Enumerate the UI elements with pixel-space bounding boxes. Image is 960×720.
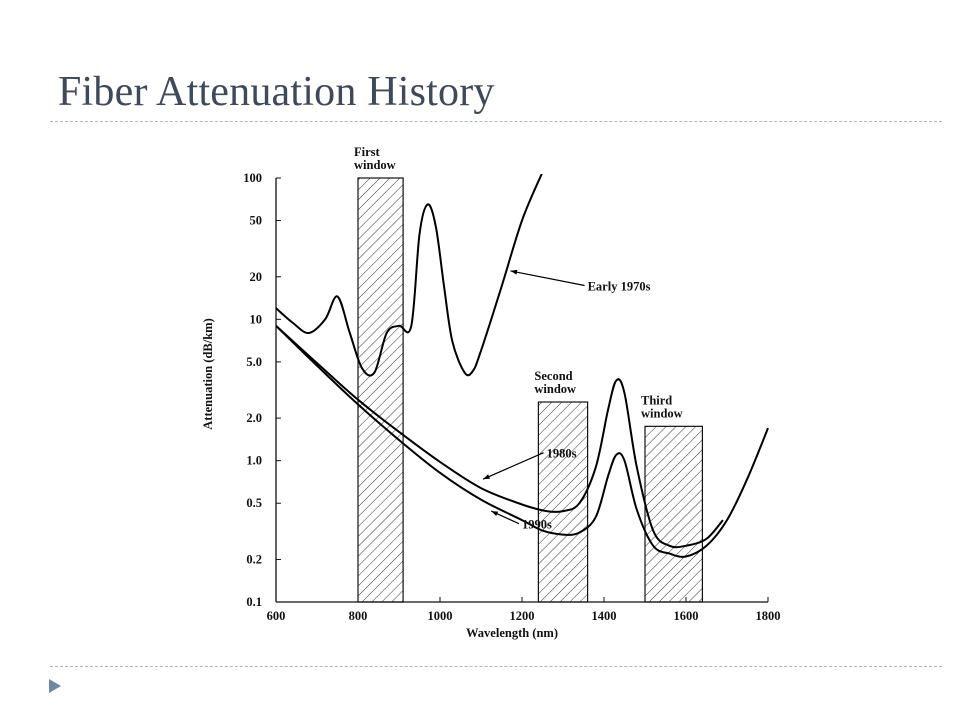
x-tick-label: 1600 (674, 609, 699, 623)
series-label-leader (510, 270, 585, 287)
slide-title: Fiber Attenuation History (58, 69, 495, 115)
series-label: 1980s (547, 447, 577, 461)
series-line-2 (276, 325, 724, 549)
window-label: Second (534, 369, 572, 383)
window-label: window (354, 158, 396, 172)
y-tick-label: 50 (250, 214, 263, 228)
series-label: 1990s (522, 518, 552, 532)
chart-axes: 600 800 1000 1200 1400 1600 1800 100 50 20 10 5.0 2.… (201, 171, 781, 640)
x-axis-title: Wavelength (nm) (466, 626, 558, 640)
window-label: window (641, 406, 683, 420)
x-tick-label: 1000 (428, 609, 453, 623)
y-tick-label: 0.2 (246, 552, 262, 566)
title-divider (50, 121, 942, 122)
transmission-windows (357, 177, 704, 603)
series-line-3 (276, 325, 769, 558)
y-tick-label: 5.0 (246, 355, 262, 369)
x-tick-label: 1800 (756, 609, 781, 623)
y-tick-label: 0.5 (246, 496, 262, 510)
series-label-arrowhead (510, 269, 518, 275)
x-tick-label: 1200 (510, 609, 535, 623)
series-label-leader (482, 452, 544, 480)
window-label: First (354, 145, 381, 159)
x-tick-label: 600 (267, 609, 286, 623)
footer-divider (50, 666, 942, 667)
window-label: window (534, 382, 576, 396)
y-tick-label: 0.1 (246, 595, 262, 609)
triangle-bullet-icon (49, 679, 61, 693)
y-tick-label: 20 (250, 270, 263, 284)
window-band (644, 425, 704, 603)
y-tick-label: 1.0 (246, 454, 262, 468)
window-band (357, 177, 404, 603)
x-tick-label: 800 (349, 609, 368, 623)
chart-annotations: FirstwindowSecondwindowThirdwindowEarly … (354, 145, 683, 532)
attenuation-chart: 600 800 1000 1200 1400 1600 1800 100 50 20 10 5.0 2.… (201, 145, 781, 640)
chart-series (276, 174, 769, 558)
series-label-arrowhead (483, 474, 490, 480)
series-label-arrowhead (491, 511, 499, 516)
x-tick-label: 1400 (592, 609, 617, 623)
series-line-1 (276, 174, 543, 377)
y-tick-label: 100 (243, 171, 262, 185)
y-axis-title: Attenuation (dB/km) (201, 318, 215, 429)
window-label: Third (641, 393, 672, 407)
series-label: Early 1970s (588, 279, 651, 293)
y-tick-label: 2.0 (246, 411, 262, 425)
y-tick-label: 10 (250, 312, 263, 326)
